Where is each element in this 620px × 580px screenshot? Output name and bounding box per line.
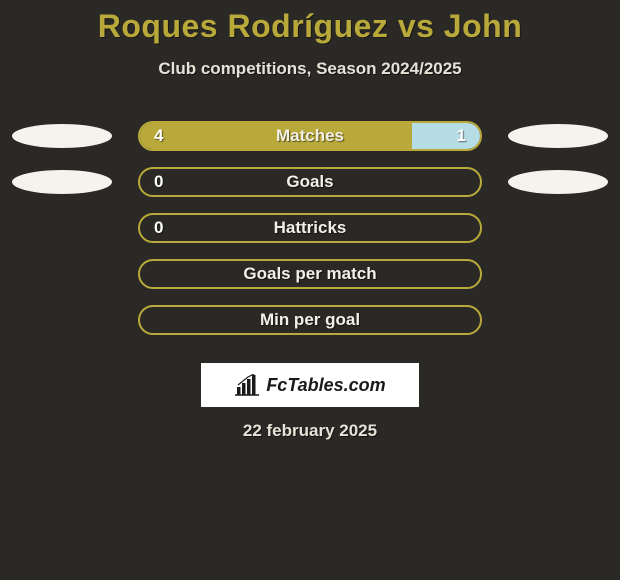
stat-value-left: 0 xyxy=(140,215,177,241)
stat-pillbar: 0Goals xyxy=(138,167,482,197)
date-label: 22 february 2025 xyxy=(0,421,620,441)
stat-label: Min per goal xyxy=(140,307,480,333)
stat-pillbar: 41Matches xyxy=(138,121,482,151)
stat-row: 41Matches xyxy=(0,121,620,151)
left-ellipse xyxy=(12,170,112,194)
stat-row: Goals per match xyxy=(0,259,620,289)
page-title: Roques Rodríguez vs John xyxy=(0,8,620,45)
right-ellipse xyxy=(508,170,608,194)
stats-list: 41Matches0Goals0HattricksGoals per match… xyxy=(0,121,620,335)
stat-label: Hattricks xyxy=(140,215,480,241)
stat-value-left: 0 xyxy=(140,169,177,195)
stat-row: 0Goals xyxy=(0,167,620,197)
stat-pillbar: 0Hattricks xyxy=(138,213,482,243)
stat-row: Min per goal xyxy=(0,305,620,335)
stat-pillbar: Goals per match xyxy=(138,259,482,289)
page-subtitle: Club competitions, Season 2024/2025 xyxy=(0,59,620,79)
stat-value-right: 1 xyxy=(443,123,480,149)
right-ellipse xyxy=(508,124,608,148)
fill-left xyxy=(140,123,412,149)
stat-label: Goals per match xyxy=(140,261,480,287)
left-ellipse xyxy=(12,124,112,148)
stat-value-left: 4 xyxy=(140,123,177,149)
stat-label: Goals xyxy=(140,169,480,195)
stat-pillbar: Min per goal xyxy=(138,305,482,335)
brand-box: FcTables.com xyxy=(201,363,419,407)
bar-chart-icon xyxy=(234,374,260,396)
brand-text: FcTables.com xyxy=(266,375,385,396)
stat-row: 0Hattricks xyxy=(0,213,620,243)
